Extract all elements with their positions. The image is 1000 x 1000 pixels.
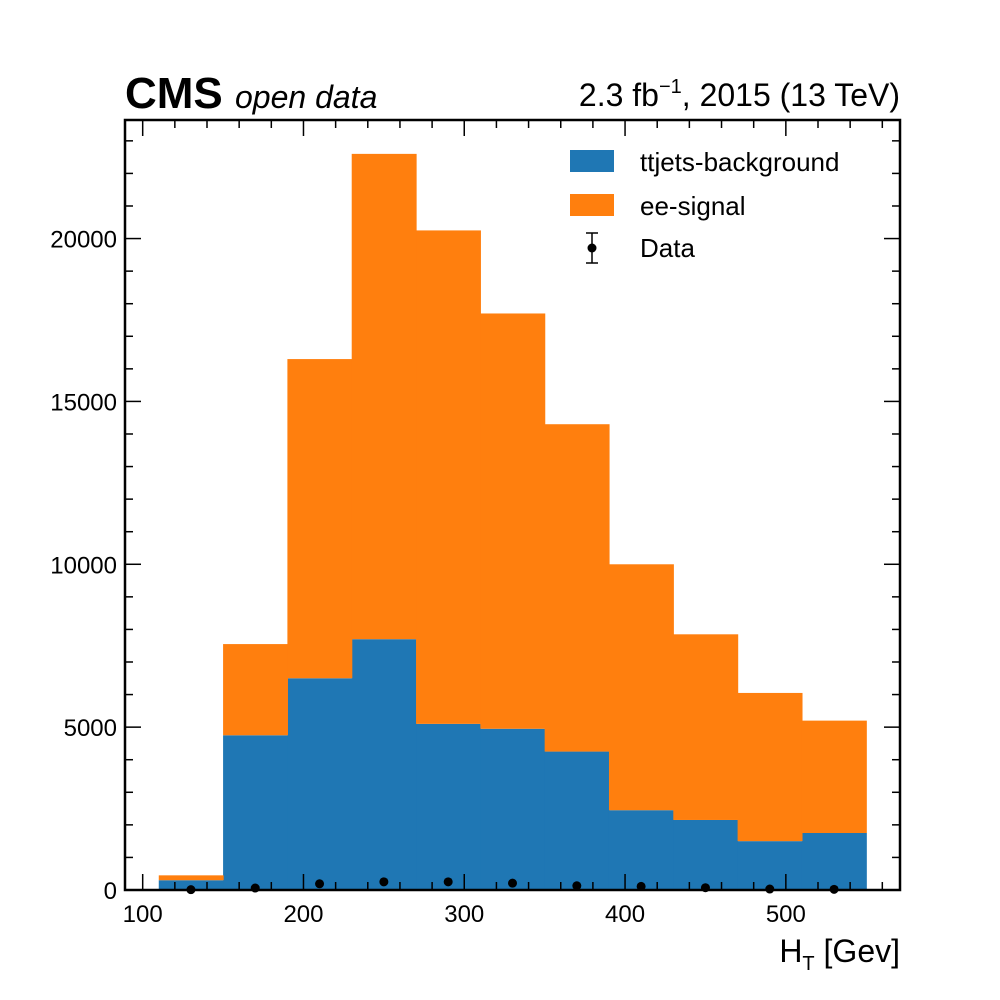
bar-ee-signal-2 [287,359,353,679]
bar-ee-signal-3 [351,153,417,640]
data-point-6 [572,881,582,891]
x-axis-title: HT [Gev] [779,933,900,975]
y-tick-label-0: 0 [104,878,117,905]
bar-ee-signal-0 [158,875,224,881]
bars-layer [158,153,867,890]
luminosity-label: 2.3 fb−1, 2015 (13 TeV) [579,76,900,113]
bar-ee-signal-6 [544,424,610,752]
legend-label-ttjets-background: ttjets-background [640,147,839,177]
bar-ttjets-background-4 [416,723,481,890]
bar-ttjets-background-8 [673,819,739,890]
lumi-prefix: 2.3 fb [579,77,659,113]
bar-ttjets-background-5 [480,728,546,890]
bar-ttjets-background-6 [544,751,610,890]
y-tick-label-2: 10000 [50,552,117,579]
bar-ttjets-background-2 [287,678,353,890]
data-point-5 [508,878,517,888]
bar-ttjets-background-7 [608,810,674,890]
plot-frame [123,118,902,892]
bar-ee-signal-10 [801,720,867,833]
data-point-4 [443,877,453,887]
open-data-label: open data [235,79,377,115]
legend-swatch-ee-signal [570,194,614,216]
x-tick-label-0: 100 [123,901,163,928]
bar-ee-signal-4 [416,230,481,724]
x-tick-label-2: 300 [444,901,484,928]
x-tick-label-3: 400 [605,901,645,928]
x-axis-title-main: H [779,933,802,969]
lumi-exponent: −1 [659,76,682,98]
x-tick-label-1: 200 [283,901,323,928]
x-axis-title-subscript: T [802,953,814,975]
x-tick-label-4: 500 [766,901,806,928]
bar-ee-signal-5 [480,313,546,729]
legend-swatch-ttjets-background [570,150,614,172]
y-tick-label-3: 15000 [50,389,117,416]
bar-ee-signal-1 [223,644,288,736]
data-point-2 [315,879,325,889]
legend-label-data: Data [640,233,695,263]
bar-ttjets-background-3 [351,639,417,890]
bar-ee-signal-9 [737,692,803,842]
lumi-suffix: , 2015 (13 TeV) [682,77,900,113]
legend-marker-data [587,243,597,253]
legend-label-ee-signal: ee-signal [640,191,746,221]
bar-ee-signal-7 [608,564,674,811]
bar-ttjets-background-1 [223,735,288,890]
bar-ttjets-background-10 [801,832,867,890]
y-tick-label-4: 20000 [50,227,117,254]
legend: ttjets-background ee-signal Data [570,147,839,264]
x-axis-title-unit: [Gev] [815,933,900,969]
bar-ttjets-background-9 [737,841,803,890]
data-point-7 [636,881,646,891]
bar-ee-signal-8 [673,634,739,820]
y-tick-label-1: 5000 [64,715,117,742]
bar-ttjets-background-0 [158,880,224,890]
data-point-3 [379,877,389,887]
cms-label: CMS [125,69,223,118]
